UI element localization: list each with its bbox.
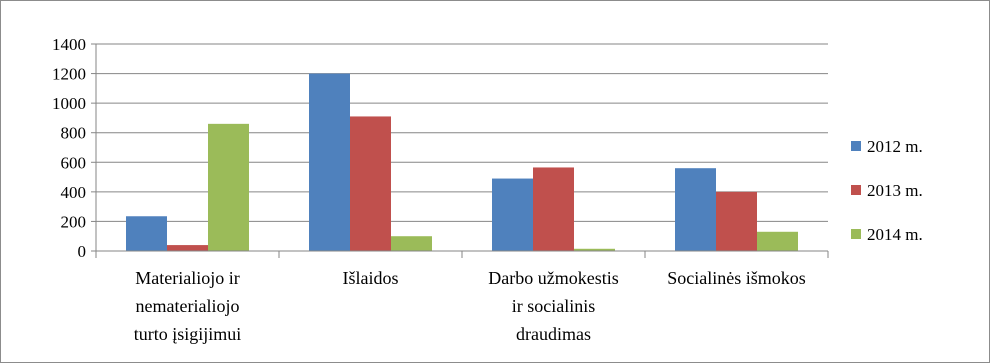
legend-label: 2013 m. [867,181,923,200]
x-tick-label: Materialiojo ir [135,268,239,288]
x-tick-label: turto įsigijimui [134,324,242,344]
legend: 2012 m. 2013 m. 2014 m. [851,137,923,244]
bars-group [126,73,798,251]
x-tick-label: Išlaidos [343,268,399,288]
x-tick-label: draudimas [516,324,591,344]
bar [309,73,350,251]
x-tick-label: Darbo užmokestis [488,268,618,288]
bar [675,168,716,251]
y-tick-label: 600 [61,153,87,172]
bar [391,236,432,251]
legend-swatch [851,229,861,239]
legend-label: 2014 m. [867,225,923,244]
y-tick-label: 800 [61,124,87,143]
x-tick-label: nematerialiojo [136,296,240,316]
y-tick-label: 1000 [52,94,86,113]
y-tick-label: 400 [61,183,87,202]
x-tick-label: Socialinės išmokos [667,268,806,288]
bar [533,167,574,251]
y-axis-ticks: 0 200 400 600 800 1000 1200 1400 [52,35,86,261]
legend-swatch [851,185,861,195]
bar [716,191,757,251]
y-tick-label: 1400 [52,35,86,54]
bar [492,178,533,251]
bar [208,123,249,251]
axes [91,43,829,258]
bar [574,248,615,251]
bar [167,245,208,251]
bar [757,231,798,251]
bar [126,216,167,251]
y-tick-label: 1200 [52,65,86,84]
x-axis-ticks: Materialiojo ir nematerialiojo turto įsigi… [134,268,806,344]
y-tick-label: 0 [78,242,87,261]
y-tick-label: 200 [61,212,87,231]
bar [350,116,391,251]
legend-label: 2012 m. [867,137,923,156]
x-tick-label: ir socialinis [512,296,596,316]
legend-swatch [851,141,861,151]
